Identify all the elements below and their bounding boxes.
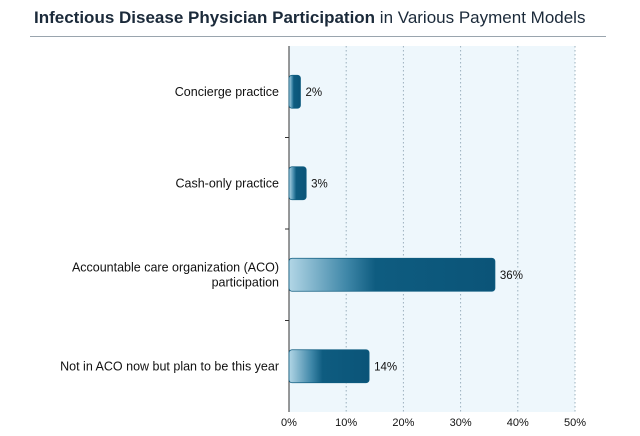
axes [285,46,290,412]
x-tick-label: 30% [450,417,472,429]
chart-title-rest: in Various Payment Models [375,8,586,27]
value-label: 3% [311,178,328,190]
value-label: 2% [305,87,322,99]
value-label: 36% [500,270,523,282]
chart-title-bold: Infectious Disease Physician Participati… [34,8,376,27]
value-label: 14% [374,361,397,373]
x-tick-label: 10% [335,417,357,429]
labels: 0% 10% 20% 30% 40% 50% 2% Concierge practice 3% C… [60,85,586,429]
bar-2 [288,257,496,292]
bars [288,74,496,384]
bar-1 [288,166,307,201]
x-tick-label: 50% [564,417,586,429]
bar-3 [288,349,370,384]
x-tick-label: 20% [392,417,414,429]
category-label: Cash-only practice [175,176,279,190]
category-label: Not in ACO now but plan to be this year [60,359,279,373]
x-tick-label: 0% [281,417,297,429]
title-rule [30,36,606,37]
chart-title: Infectious Disease Physician Participati… [34,8,585,28]
x-tick-label: 40% [507,417,529,429]
category-label: Accountable care organization (ACO) parti… [72,260,279,289]
bar-0 [288,74,301,109]
category-label: Concierge practice [175,85,279,99]
